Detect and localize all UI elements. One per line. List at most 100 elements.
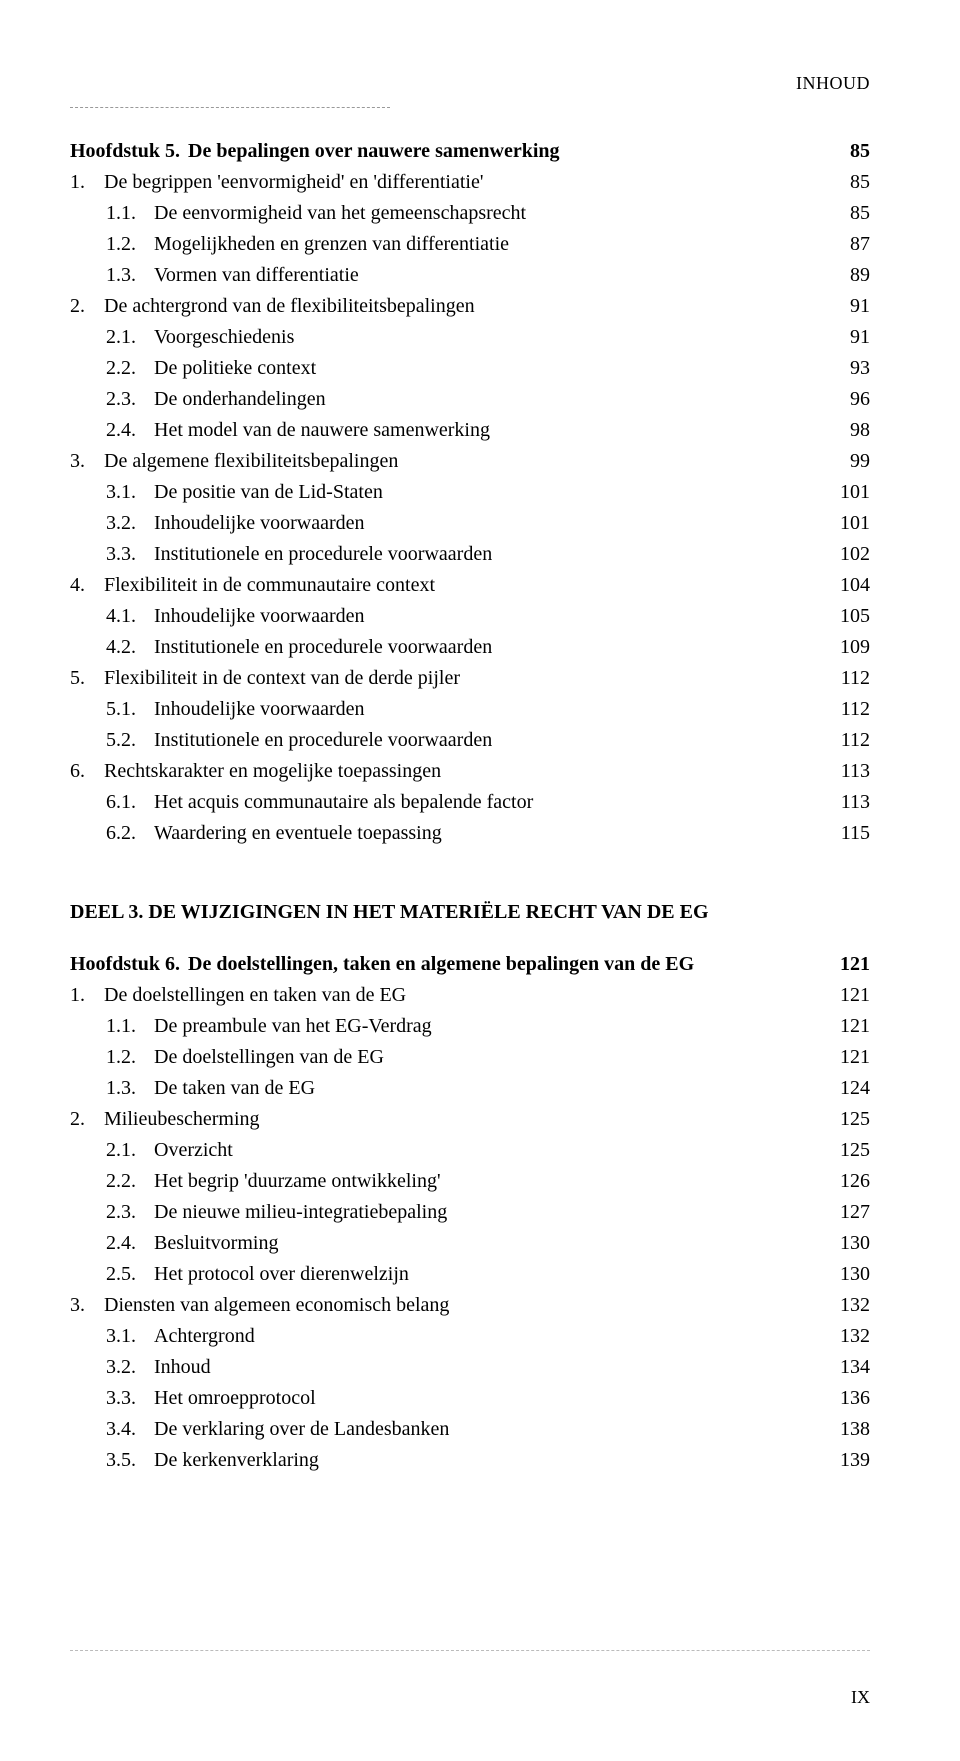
toc-entry-page: 136 — [830, 1383, 870, 1413]
toc-entry-page: 130 — [830, 1228, 870, 1258]
toc-row: 6.2.Waardering en eventuele toepassing11… — [70, 818, 870, 848]
toc-entry-title: Het model van de nauwere samenwerking — [146, 415, 490, 445]
toc-entry-title: De taken van de EG — [146, 1073, 315, 1103]
toc-entry-page: 105 — [830, 601, 870, 631]
toc-row: 6.1.Het acquis communautaire als bepalen… — [70, 787, 870, 817]
toc-entry-page: 113 — [830, 756, 870, 786]
chapter-5-num: Hoofdstuk 5. — [70, 136, 180, 166]
toc-entry-number: 4.1. — [106, 601, 146, 631]
toc-entry-number: 5.1. — [106, 694, 146, 724]
toc-entry-number: 2.5. — [106, 1259, 146, 1289]
toc-row: 3.Diensten van algemeen economisch belan… — [70, 1290, 870, 1320]
toc-entry-title: Het protocol over dierenwelzijn — [146, 1259, 409, 1289]
toc-entry-title: Inhoudelijke voorwaarden — [146, 508, 364, 538]
toc-row: 2.4.Besluitvorming130 — [70, 1228, 870, 1258]
toc-entry-number: 4.2. — [106, 632, 146, 662]
toc-entry-page: 113 — [830, 787, 870, 817]
toc-entry-page: 101 — [830, 508, 870, 538]
toc-entry-page: 85 — [830, 198, 870, 228]
toc-row: 5.Flexibiliteit in de context van de der… — [70, 663, 870, 693]
toc-entry-number: 1.1. — [106, 1011, 146, 1041]
toc-entry-title: Mogelijkheden en grenzen van differentia… — [146, 229, 509, 259]
toc-entry-page: 112 — [830, 694, 870, 724]
toc-entry-page: 112 — [830, 725, 870, 755]
toc-entry-number: 1.2. — [106, 229, 146, 259]
toc-entry-title: Institutionele en procedurele voorwaarde… — [146, 632, 492, 662]
toc-entry-title: De onderhandelingen — [146, 384, 326, 414]
toc-row: 4.Flexibiliteit in de communautaire cont… — [70, 570, 870, 600]
toc-entry-number: 3.3. — [106, 539, 146, 569]
toc-entry-page: 102 — [830, 539, 870, 569]
toc-row: 2.1.Voorgeschiedenis91 — [70, 322, 870, 352]
toc-entry-number: 4. — [70, 570, 96, 600]
toc-entry-number: 5.2. — [106, 725, 146, 755]
toc-entry-title: De positie van de Lid-Staten — [146, 477, 383, 507]
toc-entry-title: De eenvormigheid van het gemeenschapsrec… — [146, 198, 526, 228]
toc-entry-title: De doelstellingen van de EG — [146, 1042, 384, 1072]
toc-entry-title: Diensten van algemeen economisch belang — [96, 1290, 449, 1320]
toc-entry-number: 3. — [70, 1290, 96, 1320]
toc-entry-number: 1.3. — [106, 260, 146, 290]
toc-entry-number: 3. — [70, 446, 96, 476]
toc-entry-number: 3.2. — [106, 1352, 146, 1382]
toc-entry-title: Inhoud — [146, 1352, 211, 1382]
toc-entry-number: 2.4. — [106, 415, 146, 445]
toc-entry-number: 5. — [70, 663, 96, 693]
chapter-6-num: Hoofdstuk 6. — [70, 949, 180, 979]
chapter-5-title: De bepalingen over nauwere samenwerking — [180, 136, 559, 166]
toc-entry-page: 91 — [830, 291, 870, 321]
chapter-6-page: 121 — [830, 949, 870, 979]
toc-row: 3.1.De positie van de Lid-Staten101 — [70, 477, 870, 507]
toc-entry-title: Waardering en eventuele toepassing — [146, 818, 442, 848]
toc-row: 1.3.De taken van de EG 124 — [70, 1073, 870, 1103]
toc-entry-number: 1. — [70, 980, 96, 1010]
toc-entry-title: Institutionele en procedurele voorwaarde… — [146, 539, 492, 569]
toc-entry-title: Milieubescherming — [96, 1104, 260, 1134]
toc-row: 2.5.Het protocol over dierenwelzijn 130 — [70, 1259, 870, 1289]
toc-entry-title: Het begrip 'duurzame ontwikkeling' — [146, 1166, 441, 1196]
toc-entry-page: 85 — [830, 167, 870, 197]
chapter-6-title: De doelstellingen, taken en algemene bep… — [180, 949, 694, 979]
toc-entry-title: Het omroepprotocol — [146, 1383, 316, 1413]
toc-row: 1.1.De eenvormigheid van het gemeenschap… — [70, 198, 870, 228]
toc-entry-title: Inhoudelijke voorwaarden — [146, 601, 364, 631]
toc-entry-title: De preambule van het EG-Verdrag — [146, 1011, 432, 1041]
toc-entry-number: 6.2. — [106, 818, 146, 848]
chapter-5-heading: Hoofdstuk 5. De bepalingen over nauwere … — [70, 136, 870, 166]
toc-row: 5.1.Inhoudelijke voorwaarden 112 — [70, 694, 870, 724]
dashed-divider — [70, 107, 390, 108]
toc-entry-number: 1.3. — [106, 1073, 146, 1103]
toc-entry-page: 130 — [830, 1259, 870, 1289]
toc-row: 2.3.De nieuwe milieu-integratiebepaling1… — [70, 1197, 870, 1227]
toc-row: 3.2.Inhoud 134 — [70, 1352, 870, 1382]
toc-row: 3.5.De kerkenverklaring139 — [70, 1445, 870, 1475]
toc-entry-title: Flexibiliteit in de communautaire contex… — [96, 570, 435, 600]
toc-entry-title: Het acquis communautaire als bepalende f… — [146, 787, 533, 817]
toc-entry-page: 93 — [830, 353, 870, 383]
toc-entry-title: Inhoudelijke voorwaarden — [146, 694, 364, 724]
toc-row: 1.De doelstellingen en taken van de EG12… — [70, 980, 870, 1010]
page-header-label: INHOUD — [70, 70, 870, 97]
toc-entry-page: 124 — [830, 1073, 870, 1103]
toc-entry-number: 2.4. — [106, 1228, 146, 1258]
toc-entry-title: Rechtskarakter en mogelijke toepassingen — [96, 756, 441, 786]
toc-row: 1.3.Vormen van differentiatie89 — [70, 260, 870, 290]
toc-entry-page: 139 — [830, 1445, 870, 1475]
toc-entry-title: Vormen van differentiatie — [146, 260, 359, 290]
page-number: IX — [851, 1684, 870, 1711]
toc-row: 2.De achtergrond van de flexibiliteitsbe… — [70, 291, 870, 321]
toc-entry-title: De begrippen 'eenvormigheid' en 'differe… — [96, 167, 483, 197]
toc-entry-title: Institutionele en procedurele voorwaarde… — [146, 725, 492, 755]
toc-entry-title: De algemene flexibiliteitsbepalingen — [96, 446, 398, 476]
toc-entry-title: De nieuwe milieu-integratiebepaling — [146, 1197, 447, 1227]
toc-entry-page: 121 — [830, 1011, 870, 1041]
toc-entry-title: Overzicht — [146, 1135, 233, 1165]
toc-entry-page: 134 — [830, 1352, 870, 1382]
toc-entry-title: De politieke context — [146, 353, 316, 383]
toc-entry-number: 2.1. — [106, 322, 146, 352]
toc-entry-number: 3.4. — [106, 1414, 146, 1444]
toc-entry-number: 2. — [70, 291, 96, 321]
bottom-dashed-divider — [70, 1650, 870, 1651]
toc-row: 4.1.Inhoudelijke voorwaarden 105 — [70, 601, 870, 631]
toc-entry-number: 2.3. — [106, 384, 146, 414]
